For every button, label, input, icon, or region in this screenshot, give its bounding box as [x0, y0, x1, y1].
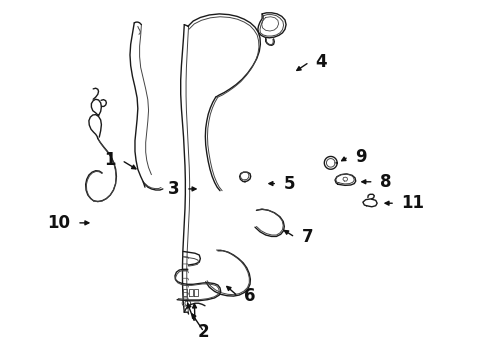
Text: 11: 11	[401, 194, 424, 212]
Text: 5: 5	[284, 175, 295, 193]
Text: 8: 8	[380, 173, 392, 191]
Text: 2: 2	[198, 323, 210, 341]
Text: 4: 4	[316, 53, 327, 71]
Text: 9: 9	[355, 148, 367, 166]
Text: 6: 6	[245, 287, 256, 305]
Text: 1: 1	[104, 151, 115, 169]
Text: 3: 3	[168, 180, 180, 198]
Text: 10: 10	[48, 214, 71, 232]
Text: 7: 7	[301, 228, 313, 246]
